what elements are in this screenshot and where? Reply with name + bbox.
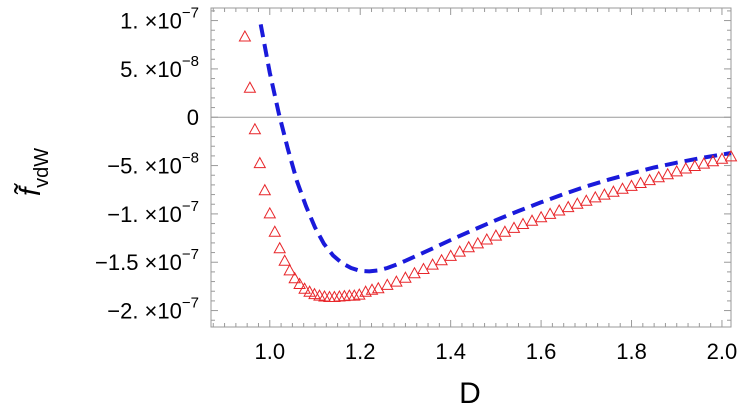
triangle-marker [616, 182, 629, 194]
x-tick-label: 1.4 [435, 339, 466, 364]
x-axis-title: D [459, 377, 481, 410]
triangle-marker [516, 217, 530, 229]
x-tick-label: 1.6 [526, 339, 557, 364]
triangle-marker [273, 241, 287, 254]
triangle-marker [238, 29, 252, 42]
x-tick-label: 1.8 [616, 339, 647, 364]
triangle-marker [453, 245, 467, 257]
triangle-marker [352, 288, 366, 300]
triangle-marker [525, 214, 539, 226]
triangle-marker [588, 190, 602, 203]
y-tick-label: 0 [187, 105, 199, 130]
triangle-marker [444, 249, 458, 261]
triangle-marker [625, 179, 638, 191]
triangle-marker [283, 263, 297, 276]
y-tick-label: −5. ×10−8 [107, 150, 199, 179]
triangle-marker [268, 225, 282, 237]
y-axis-title: f̃vdW [14, 148, 53, 196]
triangle-marker [248, 122, 262, 135]
triangle-marker [489, 229, 503, 241]
x-tick-label: 1.0 [254, 339, 285, 364]
triangle-marker [347, 289, 361, 301]
triangle-marker [498, 225, 512, 237]
y-tick-label: −2. ×10−7 [107, 295, 199, 324]
triangle-marker [435, 253, 448, 266]
triangle-marker [480, 232, 494, 245]
series-layer [238, 24, 738, 302]
triangle-marker [552, 203, 566, 216]
triangle-marker [243, 81, 257, 93]
triangle-marker [253, 156, 267, 169]
triangle-marker [634, 176, 647, 188]
triangle-marker [426, 258, 439, 270]
triangle-marker [462, 240, 476, 253]
triangle-marker [408, 266, 421, 279]
triangle-marker [298, 282, 311, 294]
y-axis-title-sub: vdW [31, 148, 53, 188]
triangle-marker [715, 152, 729, 164]
triangle-marker [579, 194, 593, 206]
triangle-marker [598, 188, 611, 200]
triangle-marker [561, 200, 575, 213]
y-tick-label: −1.5 ×10−7 [95, 246, 199, 275]
triangle-marker [688, 159, 702, 171]
triangle-marker [507, 221, 521, 233]
triangle-marker [724, 149, 738, 162]
triangle-marker [399, 271, 412, 283]
triangle-marker [263, 206, 277, 219]
triangle-marker [607, 185, 620, 197]
x-tick-label: 2.0 [707, 339, 738, 364]
y-tick-label: 5. ×10−8 [120, 53, 199, 82]
triangle-marker [303, 285, 316, 297]
y-tick-labels: 1. ×10−7 5. ×10−8 0 −5. ×10−8 −1. ×10−7 −1.5 … [95, 5, 199, 324]
y-tick-label: −1. ×10−7 [107, 198, 199, 227]
dashed-series-line [258, 24, 732, 274]
tick-marks [211, 8, 731, 327]
triangle-marker [670, 164, 684, 177]
triangle-marker [697, 157, 711, 169]
triangle-marker [258, 183, 272, 196]
plot-border [210, 7, 732, 328]
triangle-marker [371, 281, 385, 294]
x-tick-label: 1.2 [345, 339, 376, 364]
triangle-series [238, 29, 738, 302]
triangle-marker [417, 262, 430, 274]
triangle-marker [471, 236, 485, 249]
triangle-marker [380, 278, 394, 290]
triangle-marker [706, 154, 720, 167]
triangle-marker [570, 197, 584, 209]
svg-text:f̃vdW: f̃vdW [14, 148, 53, 196]
triangle-marker [293, 277, 306, 289]
triangle-marker [543, 207, 557, 219]
triangle-marker [390, 275, 403, 287]
triangle-marker [534, 210, 548, 223]
triangle-marker [679, 161, 693, 174]
triangle-marker [661, 167, 675, 180]
triangle-marker [643, 173, 656, 186]
triangle-marker [652, 170, 666, 183]
plot-frame [210, 7, 732, 328]
triangle-marker [278, 254, 292, 266]
triangle-marker [288, 271, 302, 284]
x-tick-labels: 1.0 1.2 1.4 1.6 1.8 2.0 [254, 339, 737, 364]
y-tick-label: 1. ×10−7 [120, 5, 199, 34]
